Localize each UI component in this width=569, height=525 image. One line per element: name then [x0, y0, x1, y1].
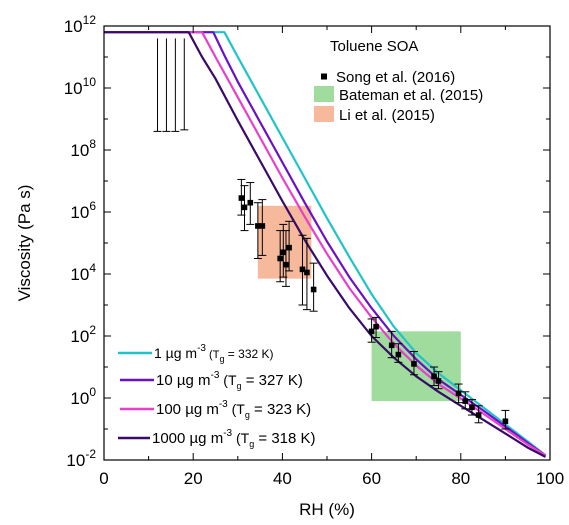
data-point-4 [259, 223, 266, 229]
curve-legend-label-3: 1000 µg m-3 (Tg = 318 K) [152, 428, 316, 449]
song-2016-points [153, 38, 510, 430]
data-point-9 [299, 266, 306, 273]
x-axis-label: RH (%) [299, 500, 355, 519]
x-tick-label-4: 80 [451, 469, 470, 488]
series-line-3 [104, 31, 547, 458]
series-line-1 [104, 31, 547, 457]
data-point-16 [411, 361, 417, 367]
data-point-5 [277, 255, 283, 262]
data-point-2 [247, 199, 254, 206]
data-point-10 [304, 269, 310, 276]
legend-bateman-label: Bateman et al. (2015) [339, 87, 483, 104]
data-point-18 [435, 378, 442, 384]
legend-song-label: Song et al. (2016) [336, 69, 455, 86]
series-line-0 [104, 31, 547, 457]
data-point-20 [462, 398, 469, 404]
legend-li-swatch [314, 106, 334, 122]
y-tick-label-3: 104 [70, 261, 96, 284]
series-line-2 [104, 31, 547, 457]
data-point-23 [502, 418, 509, 425]
x-tick-label-2: 40 [273, 469, 292, 488]
y-tick-label-4: 106 [70, 199, 96, 222]
data-point-15 [395, 351, 402, 358]
y-tick-label-2: 102 [70, 323, 96, 346]
data-point-6 [280, 249, 287, 256]
x-tick-label-0: 0 [99, 469, 108, 488]
curve-legend: 1 µg m-3 (Tg = 332 K) 10 µg m-3 (Tg = 327… [118, 343, 316, 449]
x-tick-label-3: 60 [362, 469, 381, 488]
legend-song-marker [321, 73, 327, 80]
data-point-13 [373, 323, 379, 330]
data-point-11 [310, 286, 317, 293]
x-tick-label-1: 20 [184, 469, 203, 488]
data-point-8 [286, 244, 292, 251]
y-axis-label: Viscosity (Pa s) [15, 185, 34, 302]
data-point-1 [241, 204, 248, 211]
legend-title: Toluene SOA [330, 38, 418, 55]
legend-li-label: Li et al. (2015) [339, 107, 435, 124]
data-point-7 [283, 261, 289, 268]
curve-legend-label-1: 10 µg m-3 (Tg = 327 K) [156, 370, 303, 391]
data-point-12 [368, 328, 375, 335]
data-point-17 [431, 373, 437, 380]
y-tick-label-1: 100 [70, 385, 96, 408]
y-tick-label-0: 10-2 [66, 447, 96, 470]
data-point-14 [388, 342, 395, 349]
legend-bateman-swatch [314, 86, 334, 102]
y-tick-label-7: 1012 [64, 13, 97, 36]
curve-legend-label-0: 1 µg m-3 (Tg = 332 K) [154, 343, 274, 364]
y-tick-label-5: 108 [70, 137, 96, 160]
data-point-22 [475, 412, 482, 418]
data-point-21 [469, 404, 475, 411]
legend: Toluene SOA Song et al. (2016)Bateman et… [314, 38, 483, 124]
curve-legend-label-2: 100 µg m-3 (Tg = 323 K) [156, 399, 311, 420]
y-tick-label-6: 1010 [64, 75, 97, 98]
data-point-19 [455, 390, 462, 397]
viscosity-curves [104, 31, 547, 458]
x-tick-label-5: 100 [536, 469, 564, 488]
axis-ticks: 0 20 40 60 80 100 10-2 100 102 104 106 108 1010 1012 [64, 13, 564, 488]
data-point-0 [238, 195, 245, 201]
data-point-3 [255, 223, 261, 229]
